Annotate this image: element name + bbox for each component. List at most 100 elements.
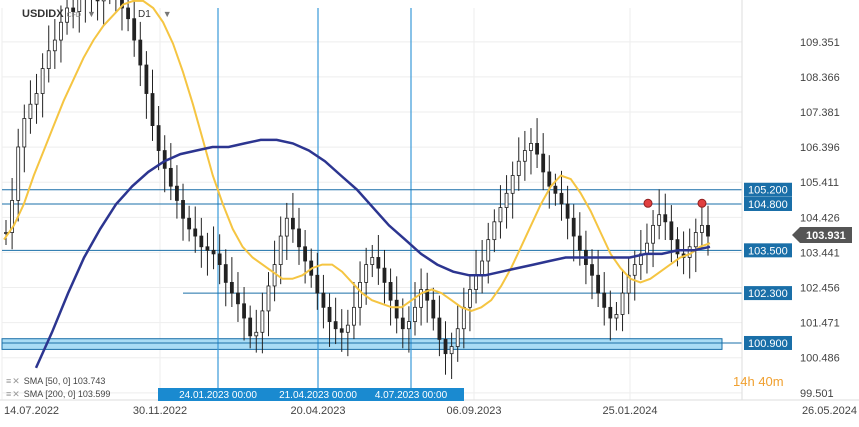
candle-body [193, 228, 198, 237]
indicator-settings-icon[interactable]: ≡✕ [6, 376, 21, 386]
candle-body [126, 7, 130, 20]
candle-body [425, 289, 430, 301]
candle-body [28, 103, 33, 119]
candle-body [345, 324, 350, 333]
candle-body [34, 93, 39, 105]
level-label: 103.500 [748, 245, 788, 257]
candle-body [522, 150, 527, 162]
candle-body [46, 50, 51, 69]
candle-body [461, 306, 466, 330]
candle-body [663, 214, 668, 223]
legend-sma200[interactable]: ≡✕ SMA [200, 0] 103.599 [6, 389, 110, 400]
candle-body [168, 167, 173, 187]
candle-body [419, 289, 423, 308]
candle-body [406, 321, 411, 330]
candle-body [236, 292, 240, 305]
marker-label: 21.04.2023 00:00 [279, 390, 357, 401]
candle-body [675, 239, 680, 255]
candle-body [229, 281, 234, 294]
y-tick-label: 109.351 [800, 37, 840, 49]
candle-body [144, 64, 149, 94]
candle-body [474, 274, 478, 290]
x-tick-label: 26.05.2024 [802, 405, 857, 417]
candle-body [297, 228, 301, 248]
current-price-label: 103.931 [806, 230, 846, 242]
level-label: 102.300 [748, 288, 788, 300]
candle-body [486, 239, 491, 262]
candle-body [71, 7, 76, 12]
candle-body [455, 328, 460, 347]
candle-body [266, 285, 271, 312]
candle-body [352, 306, 356, 326]
candle-body [303, 246, 308, 262]
timeframe-label: D1 [138, 9, 151, 20]
legend-sma50[interactable]: ≡✕ SMA [50, 0] 103.743 [6, 376, 105, 387]
candle-body [364, 264, 369, 283]
pivot-dot [697, 198, 707, 208]
y-tick-label: 102.456 [800, 283, 840, 295]
indicator-settings-icon[interactable]: ≡✕ [6, 389, 21, 399]
candle-countdown: 14h 40m [733, 374, 784, 389]
candle-body [571, 217, 576, 237]
candle-body [596, 274, 601, 294]
legend-sma50-label: SMA [50, 0] [23, 376, 71, 386]
candle-body [260, 310, 265, 333]
candle-body [437, 317, 442, 340]
countdown-hours-unit: h [747, 374, 755, 389]
marker-label: 24.01.2023 00:00 [179, 390, 257, 401]
support-zone [1, 338, 723, 350]
candle-body [150, 93, 155, 127]
candle-body [608, 306, 613, 319]
candle-body [559, 192, 564, 205]
candle-body [284, 217, 289, 237]
x-tick-label: 06.09.2023 [446, 405, 501, 417]
y-tick-label: 103.441 [800, 247, 840, 259]
candle-body [577, 235, 582, 251]
candle-body [504, 192, 509, 208]
candle-body [156, 125, 161, 151]
candle-body [321, 292, 326, 308]
level-label-box [744, 182, 792, 197]
x-tick-label: 25.01.2024 [602, 405, 657, 417]
candle-body [291, 217, 295, 230]
candle-body [565, 203, 570, 219]
candle-body [413, 306, 417, 323]
candle-body [272, 264, 277, 287]
candle-body [376, 257, 381, 269]
marker-label: 4.07.2023 00:00 [375, 390, 448, 401]
candle-body [602, 292, 607, 308]
candle-body [181, 200, 185, 219]
symbol-header[interactable]: USDIDX CFD ▼ [22, 8, 96, 20]
candle-body [382, 267, 387, 283]
sma50-line [3, 0, 711, 312]
symbol-dropdown-icon[interactable]: ▼ [86, 9, 96, 19]
timeframe-selector[interactable]: D1 ▼ [138, 9, 172, 20]
candle-body [394, 299, 399, 319]
candle-body [40, 68, 45, 94]
candle-body [449, 346, 454, 355]
countdown-hours: 14 [733, 374, 748, 389]
candle-body [248, 317, 253, 337]
level-label-box [744, 197, 792, 211]
candle-body [535, 143, 539, 155]
timeframe-dropdown-icon[interactable]: ▼ [162, 9, 172, 19]
candle-body [358, 281, 362, 308]
candle-body [138, 39, 143, 66]
candle-body [388, 281, 393, 301]
level-label-box [744, 243, 792, 258]
candle-body [706, 224, 710, 237]
candle-body [657, 214, 662, 226]
y-tick-label: 99.501 [800, 388, 834, 400]
current-price-box [792, 226, 852, 243]
candle-body [16, 146, 21, 201]
y-tick-label: 101.471 [800, 318, 840, 330]
y-tick-label: 100.486 [800, 353, 840, 365]
x-tick-label: 20.04.2023 [290, 405, 345, 417]
candle-body [516, 160, 521, 176]
sma200-line [34, 138, 711, 369]
candle-body [651, 224, 655, 244]
candle-body [614, 314, 619, 319]
y-tick-label: 106.396 [800, 142, 840, 154]
candle-body [10, 200, 15, 233]
